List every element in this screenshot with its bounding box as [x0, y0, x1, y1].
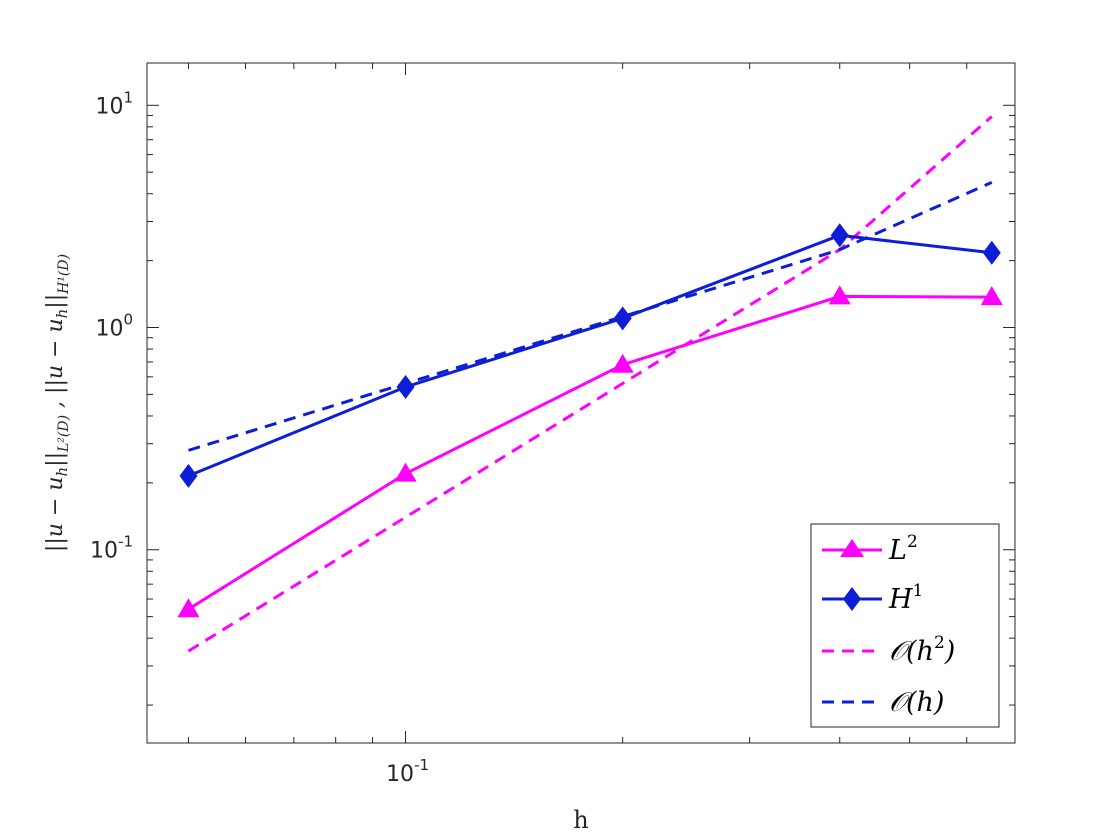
- y-axis-label: ||u − uh||L²(D) , ||u − uh||H¹(D): [43, 254, 72, 552]
- series-layer: [177, 115, 1003, 653]
- y-label-part-7: ||: [43, 294, 68, 309]
- plot-frame: [146, 62, 1016, 744]
- data-point-l2-0: [177, 598, 200, 618]
- y-tick-label: 100: [95, 311, 133, 342]
- legend-label-h1: H1: [888, 581, 923, 615]
- legend-label-oh: 𝒪(h): [889, 687, 944, 718]
- y-tick-label: 10-1: [90, 533, 133, 564]
- tick-labels: 10-1 10-1 100 101: [90, 88, 429, 787]
- ticks-layer: [147, 63, 1015, 743]
- y-label-part-4: L²(D): [56, 415, 72, 453]
- y-label-part-3: ||: [43, 452, 68, 467]
- data-point-h1-1: [396, 374, 415, 399]
- data-point-l2-2: [611, 353, 634, 373]
- legend-marker-h1: [843, 587, 861, 611]
- y-label-part-2: h: [53, 467, 71, 477]
- legend-label-oh2: 𝒪(h2): [889, 633, 955, 667]
- data-point-h1-2: [613, 306, 632, 331]
- data-point-l2-4: [980, 286, 1003, 306]
- legend-box: [810, 523, 1000, 728]
- x-axis-label: h: [573, 806, 588, 834]
- series-line-oh2: [187, 115, 993, 653]
- data-point-h1-3: [830, 223, 849, 248]
- legend: L2 H1 𝒪(h2) 𝒪(h): [810, 523, 1000, 728]
- y-label-part-5: , ||u − u: [43, 318, 68, 415]
- data-point-h1-0: [179, 463, 198, 488]
- y-tick-label: 101: [95, 88, 133, 119]
- series-line-oh: [188, 180, 993, 452]
- legend-label-l2: L2: [888, 532, 918, 566]
- data-point-l2-3: [828, 285, 851, 305]
- legend-marker-l2: [840, 539, 864, 557]
- y-label-part-6: h: [53, 309, 71, 319]
- data-point-l2-1: [394, 462, 417, 482]
- data-point-h1-4: [982, 240, 1001, 265]
- y-label-part-8: H¹(D): [56, 254, 72, 295]
- y-label-part-1: ||u − u: [43, 477, 68, 553]
- x-tick-label: 10-1: [386, 756, 429, 787]
